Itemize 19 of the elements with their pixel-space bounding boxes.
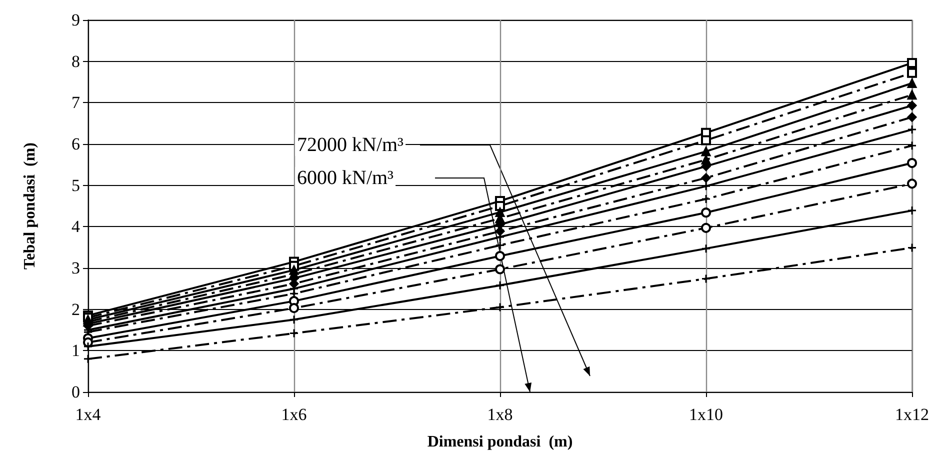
x-tick-label: 1x4 <box>75 405 102 424</box>
y-tick-label: 6 <box>72 134 80 154</box>
x-tick-label: 1x10 <box>689 405 723 424</box>
x-tick-label: 1x6 <box>281 405 307 424</box>
annotation: 6000 kN/m³ <box>297 167 394 189</box>
y-tick-label: 5 <box>72 176 80 195</box>
y-tick-label: 2 <box>72 300 80 319</box>
y-tick-label: 4 <box>72 217 80 236</box>
x-tick-label: 1x8 <box>487 405 513 424</box>
x-axis-title: Dimensi pondasi (m) <box>427 434 573 450</box>
y-tick-label: 0 <box>72 382 80 402</box>
y-tick-label: 7 <box>72 93 80 112</box>
annotation: 72000 kN/m³ <box>297 134 404 156</box>
y-tick-label: 9 <box>72 10 80 30</box>
x-tick-label: 1x12 <box>895 405 929 424</box>
y-tick-label: 1 <box>72 341 80 360</box>
y-tick-label: 8 <box>72 52 80 71</box>
y-tick-label: 3 <box>72 258 80 278</box>
y-axis-title: Tebal pondasi (m) <box>22 142 38 270</box>
